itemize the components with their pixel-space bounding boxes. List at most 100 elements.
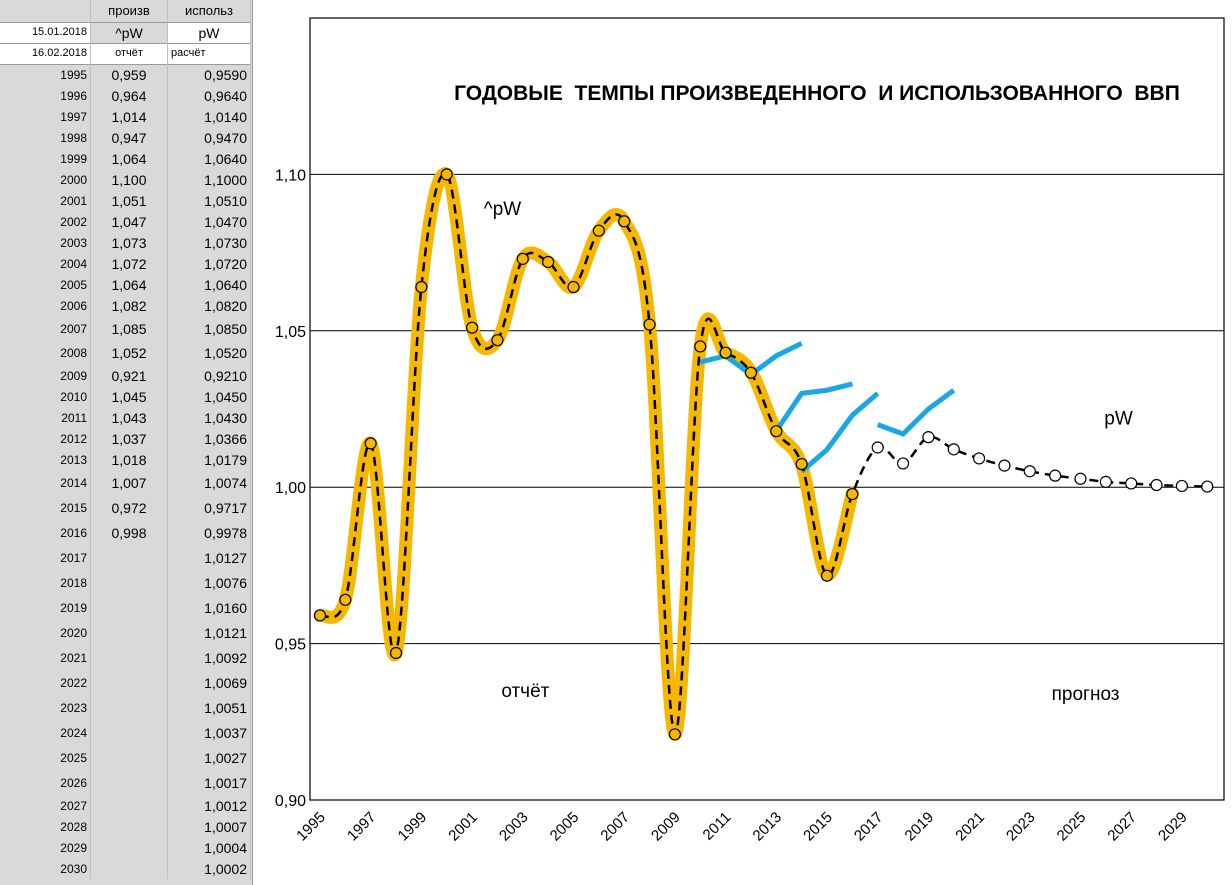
prod-value-cell[interactable] (90, 720, 168, 745)
year-cell[interactable]: 2007 (0, 316, 91, 341)
year-cell[interactable]: 2022 (0, 670, 91, 695)
prod-value-cell[interactable]: 1,007 (90, 470, 168, 495)
prod-value-cell[interactable] (90, 645, 168, 670)
prod-value-cell[interactable] (90, 545, 168, 570)
year-cell[interactable]: 2030 (0, 858, 91, 879)
year-cell[interactable]: 2001 (0, 190, 91, 211)
prod-value-cell[interactable]: 1,045 (90, 386, 168, 407)
use-value-cell[interactable]: 1,0640 (167, 274, 251, 295)
prod-value-cell[interactable]: 1,064 (90, 148, 168, 169)
year-cell[interactable]: 2018 (0, 570, 91, 595)
use-value-cell[interactable]: 1,0027 (167, 745, 251, 770)
date2-cell[interactable]: 16.02.2018 (0, 43, 91, 64)
prod-value-cell[interactable]: 1,085 (90, 316, 168, 341)
cell-empty[interactable] (0, 0, 91, 22)
prod-value-cell[interactable] (90, 620, 168, 645)
use-value-cell[interactable]: 1,0430 (167, 407, 251, 428)
use-value-cell[interactable]: 1,0730 (167, 232, 251, 253)
use-value-cell[interactable]: 1,0640 (167, 148, 251, 169)
year-cell[interactable]: 2027 (0, 795, 91, 816)
prod-value-cell[interactable]: 1,051 (90, 190, 168, 211)
year-cell[interactable]: 2024 (0, 720, 91, 745)
prod-value-cell[interactable] (90, 837, 168, 858)
prod-value-cell[interactable]: 1,100 (90, 169, 168, 190)
prod-value-cell[interactable]: 0,972 (90, 495, 168, 520)
use-value-cell[interactable]: 1,0002 (167, 858, 251, 879)
year-cell[interactable]: 2019 (0, 595, 91, 620)
prod-value-cell[interactable] (90, 816, 168, 837)
prod-value-cell[interactable]: 1,082 (90, 295, 168, 316)
column-c-header[interactable]: использ (167, 0, 251, 22)
year-cell[interactable]: 2016 (0, 520, 91, 545)
year-cell[interactable]: 1996 (0, 85, 91, 106)
column-b-header[interactable]: произв (90, 0, 168, 22)
kind-b-cell[interactable]: отчёт (90, 43, 168, 64)
use-value-cell[interactable]: 1,0092 (167, 645, 251, 670)
prod-value-cell[interactable]: 1,047 (90, 211, 168, 232)
use-value-cell[interactable]: 1,0470 (167, 211, 251, 232)
year-cell[interactable]: 2014 (0, 470, 91, 495)
year-cell[interactable]: 2009 (0, 365, 91, 386)
use-value-cell[interactable]: 1,0051 (167, 695, 251, 720)
use-value-cell[interactable]: 1,0450 (167, 386, 251, 407)
year-cell[interactable]: 2011 (0, 407, 91, 428)
year-cell[interactable]: 2000 (0, 169, 91, 190)
year-cell[interactable]: 2003 (0, 232, 91, 253)
use-value-cell[interactable]: 1,0121 (167, 620, 251, 645)
use-value-cell[interactable]: 0,9717 (167, 495, 251, 520)
year-cell[interactable]: 2006 (0, 295, 91, 316)
year-cell[interactable]: 1995 (0, 64, 91, 85)
use-value-cell[interactable]: 0,9590 (167, 64, 251, 85)
prod-value-cell[interactable] (90, 795, 168, 816)
prod-value-cell[interactable]: 1,072 (90, 253, 168, 274)
use-value-cell[interactable]: 1,0140 (167, 106, 251, 127)
year-cell[interactable]: 2023 (0, 695, 91, 720)
series-b-cell[interactable]: ^pW (90, 22, 168, 43)
use-value-cell[interactable]: 1,0720 (167, 253, 251, 274)
year-cell[interactable]: 1998 (0, 127, 91, 148)
prod-value-cell[interactable]: 1,052 (90, 341, 168, 365)
year-cell[interactable]: 2028 (0, 816, 91, 837)
kind-c-cell[interactable]: расчёт (167, 43, 251, 64)
prod-value-cell[interactable]: 0,959 (90, 64, 168, 85)
date1-cell[interactable]: 15.01.2018 (0, 22, 91, 43)
prod-value-cell[interactable] (90, 770, 168, 795)
use-value-cell[interactable]: 0,9640 (167, 85, 251, 106)
use-value-cell[interactable]: 1,0076 (167, 570, 251, 595)
use-value-cell[interactable]: 1,0850 (167, 316, 251, 341)
prod-value-cell[interactable]: 0,921 (90, 365, 168, 386)
use-value-cell[interactable]: 1,0820 (167, 295, 251, 316)
prod-value-cell[interactable] (90, 670, 168, 695)
year-cell[interactable]: 1997 (0, 106, 91, 127)
year-cell[interactable]: 2005 (0, 274, 91, 295)
year-cell[interactable]: 2025 (0, 745, 91, 770)
year-cell[interactable]: 2008 (0, 341, 91, 365)
use-value-cell[interactable]: 1,0017 (167, 770, 251, 795)
use-value-cell[interactable]: 1,0074 (167, 470, 251, 495)
prod-value-cell[interactable] (90, 745, 168, 770)
prod-value-cell[interactable]: 1,018 (90, 449, 168, 470)
prod-value-cell[interactable] (90, 858, 168, 879)
use-value-cell[interactable]: 1,0160 (167, 595, 251, 620)
prod-value-cell[interactable] (90, 570, 168, 595)
use-value-cell[interactable]: 0,9470 (167, 127, 251, 148)
prod-value-cell[interactable]: 0,964 (90, 85, 168, 106)
year-cell[interactable]: 2013 (0, 449, 91, 470)
year-cell[interactable]: 2017 (0, 545, 91, 570)
year-cell[interactable]: 2004 (0, 253, 91, 274)
year-cell[interactable]: 2026 (0, 770, 91, 795)
prod-value-cell[interactable]: 1,073 (90, 232, 168, 253)
year-cell[interactable]: 2029 (0, 837, 91, 858)
prod-value-cell[interactable]: 1,043 (90, 407, 168, 428)
year-cell[interactable]: 2021 (0, 645, 91, 670)
use-value-cell[interactable]: 1,0004 (167, 837, 251, 858)
use-value-cell[interactable]: 1,0127 (167, 545, 251, 570)
year-cell[interactable]: 2020 (0, 620, 91, 645)
prod-value-cell[interactable]: 1,014 (90, 106, 168, 127)
use-value-cell[interactable]: 0,9210 (167, 365, 251, 386)
use-value-cell[interactable]: 0,9978 (167, 520, 251, 545)
use-value-cell[interactable]: 1,0069 (167, 670, 251, 695)
year-cell[interactable]: 2015 (0, 495, 91, 520)
year-cell[interactable]: 2010 (0, 386, 91, 407)
use-value-cell[interactable]: 1,0179 (167, 449, 251, 470)
